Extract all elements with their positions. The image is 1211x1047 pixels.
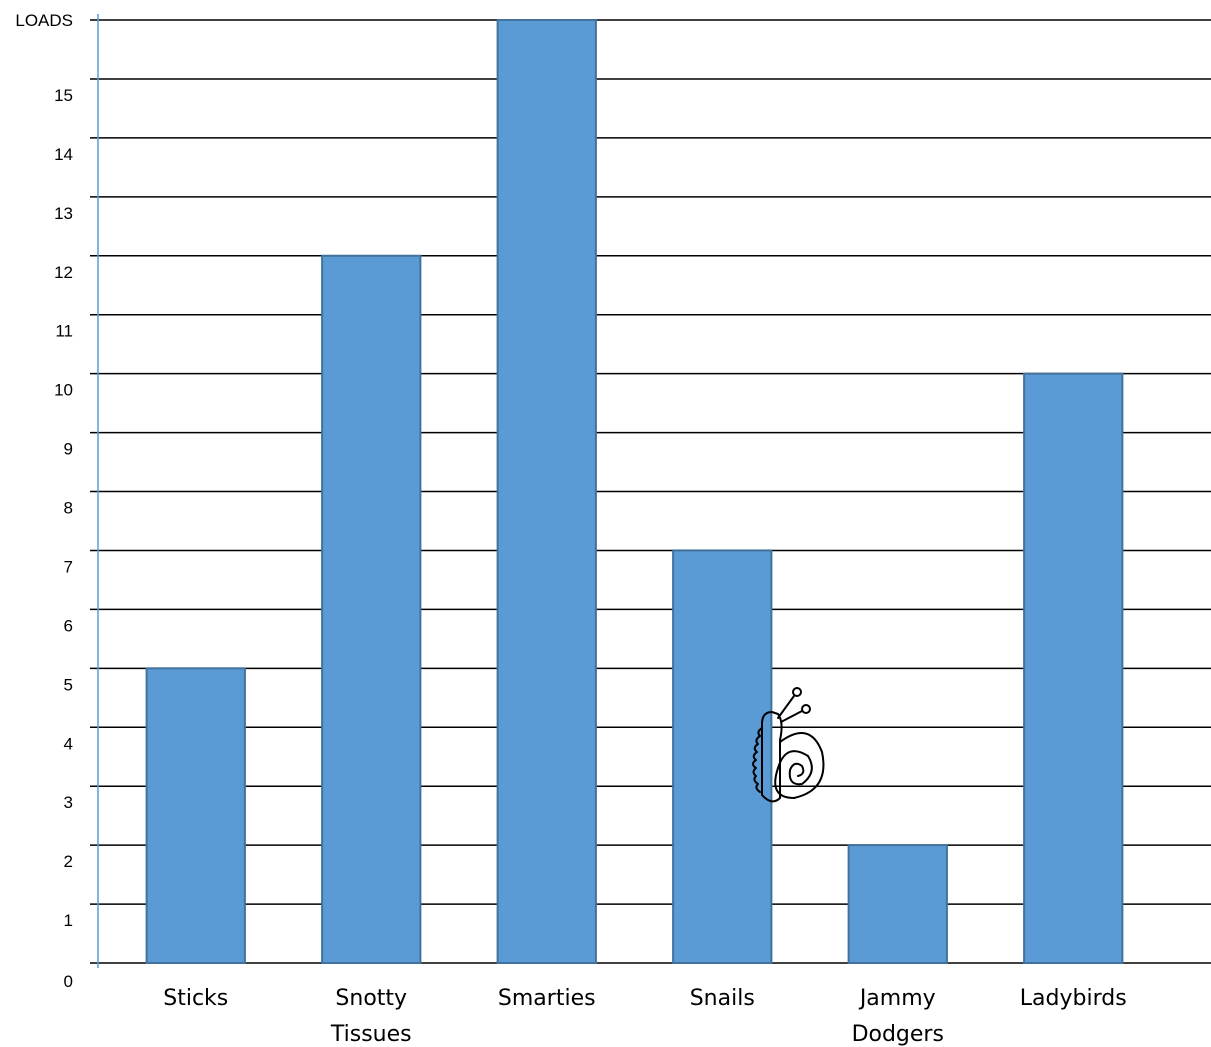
y-tick-label: 13 [54, 204, 73, 223]
y-tick-label: LOADS [15, 11, 73, 30]
y-tick-label: 6 [64, 616, 73, 635]
y-tick-label: 11 [55, 322, 73, 341]
y-tick-label: 10 [54, 381, 73, 400]
bar [847, 844, 948, 964]
x-tick-label: Snails [690, 986, 755, 1011]
bar [496, 19, 597, 964]
bar [321, 254, 422, 964]
bar [672, 549, 773, 964]
y-tick-label: 12 [54, 263, 73, 282]
y-tick-label: 3 [64, 793, 73, 812]
y-tick-label: 5 [64, 675, 73, 694]
gridlines [90, 19, 1211, 964]
y-tick-label: 2 [64, 852, 73, 871]
y-tick-label: 8 [64, 499, 73, 518]
x-tick-labels: Sticks Snotty Tissues Smarties Snails Jammy Do… [163, 986, 1126, 1047]
snail-icon [752, 687, 825, 803]
bars [145, 19, 1124, 964]
y-tick-label: 0 [64, 972, 73, 991]
x-tick-label: Smarties [498, 986, 596, 1011]
y-tick-label: 9 [64, 440, 73, 459]
y-tick-label: 7 [64, 557, 73, 576]
y-tick-label: 15 [54, 86, 73, 105]
x-tick-label: Snotty Tissues [330, 986, 412, 1047]
bar [145, 667, 246, 964]
x-tick-label: Jammy Dodgers [852, 986, 944, 1047]
y-tick-label: 4 [64, 734, 73, 753]
y-tick-label: 14 [54, 145, 73, 164]
x-tick-label: Ladybirds [1020, 986, 1127, 1011]
bar [1023, 372, 1124, 964]
y-tick-label: 1 [64, 911, 73, 930]
x-tick-label: Sticks [163, 986, 228, 1011]
